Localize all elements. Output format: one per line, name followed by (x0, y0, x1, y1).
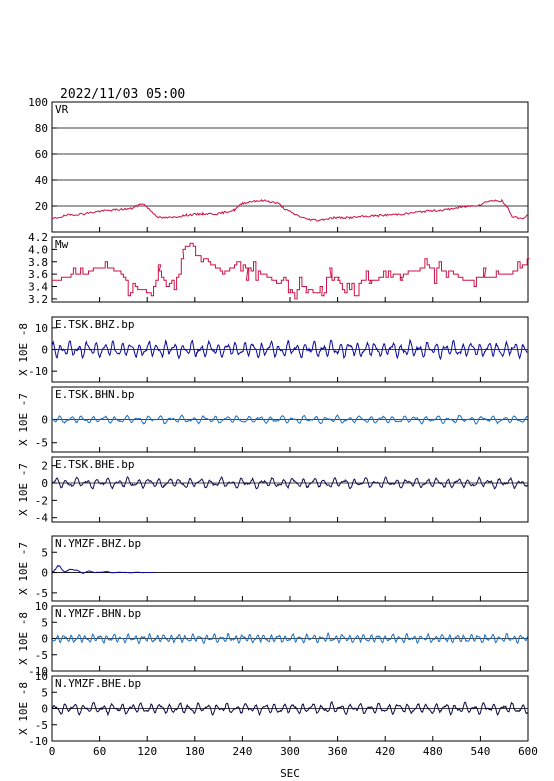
y-tick-label: 20 (35, 200, 48, 213)
panel-2: 3.23.43.63.84.04.2 Mw (28, 231, 530, 306)
y-tick-label: -2 (35, 494, 48, 507)
panel-3: -10 0 10 E.TSK.BHZ.bp X 10E -8 (17, 316, 529, 383)
y-tick-label: 0 (41, 703, 48, 716)
x-tick-label: 600 (518, 745, 538, 758)
y-tick-label: -5 (35, 719, 48, 732)
panel-frame (51, 101, 529, 233)
y-tick-label: 4.0 (28, 243, 48, 256)
y-tick-label: -10 (28, 735, 48, 748)
x-tick-label: 360 (328, 745, 348, 758)
series-line (51, 476, 528, 490)
x-tick-label: 540 (470, 745, 490, 758)
y-tick-label: 4.2 (28, 231, 48, 244)
datetime-label: 2022/11/03 05:00 (60, 87, 185, 102)
panel-8: -10 -5 0 5 10 N.YMZF.BHE.bp X 10E -8 (17, 670, 529, 748)
panel-5: -4 -2 0 2 E.TSK.BHE.bp X 10E -7 (17, 456, 529, 525)
y-tick-label: 10 (35, 600, 48, 613)
series-line (51, 198, 529, 222)
panel-4: -5 0 E.TSK.BHN.bp X 10E -7 (17, 386, 529, 453)
series-line (51, 631, 528, 645)
series-line (51, 700, 528, 717)
panel-label: N.YMZF.BHN.bp (55, 607, 141, 620)
x-tick-label: 120 (137, 745, 157, 758)
y-tick-label: 3.4 (28, 281, 48, 294)
y-tick-label: 60 (35, 148, 48, 161)
x-tick-label: 300 (280, 745, 300, 758)
y-tick-label: 3.8 (28, 256, 48, 269)
y-tick-label: 3.2 (28, 293, 48, 306)
y-tick-label: 80 (35, 122, 48, 135)
y-tick-label: 5 (41, 616, 48, 629)
y-axis-label: X 10E -7 (17, 463, 30, 516)
series-line (51, 338, 528, 361)
y-tick-label: 10 (35, 670, 48, 683)
series-line (51, 414, 528, 425)
x-axis-label: SEC (280, 767, 300, 780)
panel-6: -5 0 5 N.YMZF.BHZ.bp X 10E -7 (17, 535, 529, 602)
x-tick-label: 240 (232, 745, 252, 758)
y-axis-label: X 10E -8 (17, 612, 30, 665)
panel-1: 20 40 60 80 100 VR (28, 96, 529, 233)
y-tick-label: 2 (41, 460, 48, 473)
panel-label: VR (55, 103, 69, 116)
y-tick-label: 0 (41, 633, 48, 646)
panel-label: E.TSK.BHE.bp (55, 458, 134, 471)
y-tick-label: 0 (41, 477, 48, 490)
series-line (51, 565, 155, 574)
x-axis: 0 60 120 180 240 300 360 420 480 540 600 (49, 745, 538, 758)
panel-7: -10 -5 0 5 10 N.YMZF.BHN.bp X 10E -8 (17, 600, 529, 678)
y-tick-label: 5 (41, 686, 48, 699)
y-tick-label: 5 (41, 546, 48, 559)
panel-label: E.TSK.BHZ.bp (55, 318, 134, 331)
series-line (52, 242, 530, 300)
x-tick-label: 480 (423, 745, 443, 758)
x-tick-label: 420 (375, 745, 395, 758)
y-tick-label: 100 (28, 96, 48, 109)
y-axis-label: X 10E -7 (17, 393, 30, 446)
x-tick-label: 60 (93, 745, 106, 758)
y-tick-label: -10 (28, 365, 48, 378)
panel-label: E.TSK.BHN.bp (55, 388, 134, 401)
y-tick-label: 0 (41, 567, 48, 580)
y-tick-label: -5 (35, 649, 48, 662)
y-axis-label: X 10E -7 (17, 542, 30, 595)
y-tick-label: -4 (35, 512, 49, 525)
y-tick-label: 3.6 (28, 268, 48, 281)
y-axis-label: X 10E -8 (17, 323, 30, 376)
x-tick-label: 180 (185, 745, 205, 758)
y-tick-label: 0 (41, 344, 48, 357)
y-tick-label: -5 (35, 437, 48, 450)
x-tick-label: 0 (49, 745, 56, 758)
y-tick-label: -10 (28, 665, 48, 678)
y-tick-label: 10 (35, 322, 48, 335)
y-tick-label: 0 (41, 414, 48, 427)
y-tick-label: -5 (35, 587, 48, 600)
panel-label: N.YMZF.BHE.bp (55, 677, 141, 690)
y-tick-label: 40 (35, 174, 48, 187)
panel-label: Mw (55, 238, 69, 251)
panel-label: N.YMZF.BHZ.bp (55, 537, 141, 550)
y-axis-label: X 10E -8 (17, 682, 30, 735)
